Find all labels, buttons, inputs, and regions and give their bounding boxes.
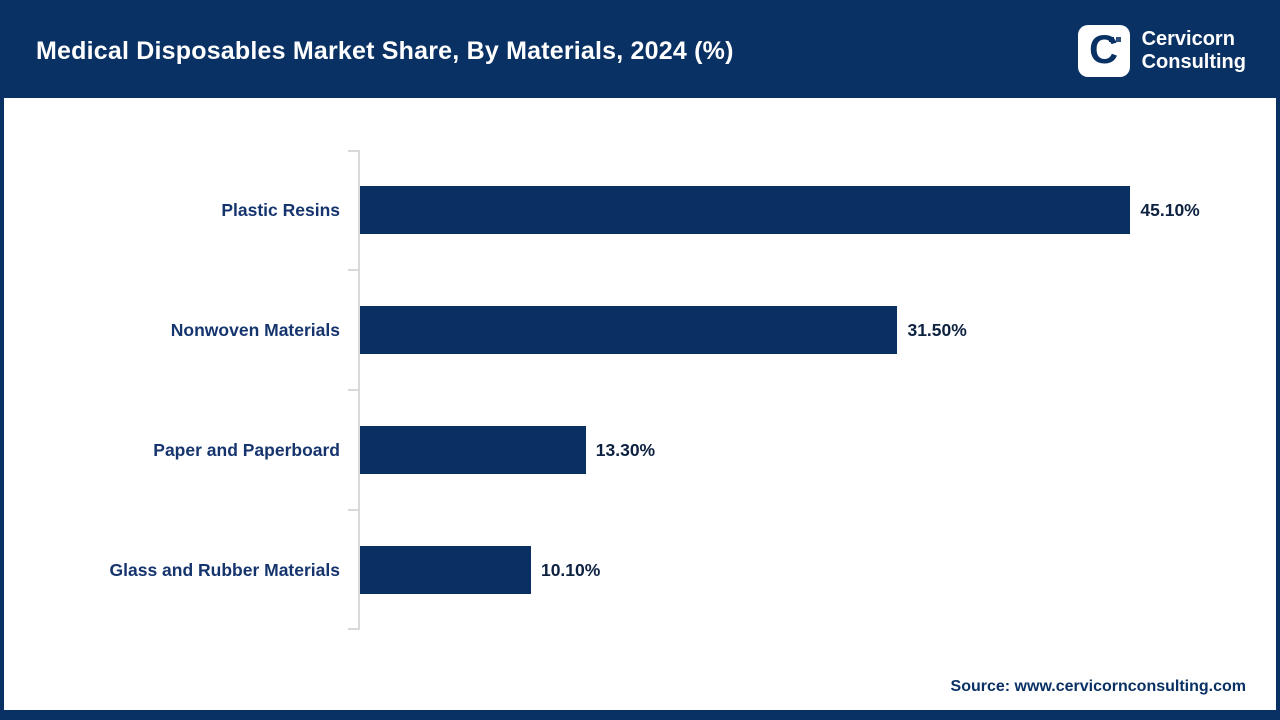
logo-letter: C	[1089, 28, 1118, 72]
bar	[358, 546, 531, 594]
bar-track: 10.10%	[358, 510, 1240, 630]
category-label: Paper and Paperboard	[153, 439, 340, 460]
bar	[358, 426, 586, 474]
brand-name: Cervicorn Consulting	[1142, 28, 1246, 74]
axis-tick	[348, 628, 358, 630]
brand-name-line1: Cervicorn	[1141, 28, 1235, 50]
category-label: Glass and Rubber Materials	[109, 559, 341, 580]
axis-tick	[348, 150, 358, 152]
bar-row: Paper and Paperboard 13.30%	[22, 390, 1240, 510]
chart-rows: Plastic Resins 45.10% Nonwoven Materials 31…	[22, 150, 1240, 630]
axis-tick	[348, 509, 358, 511]
category-label: Nonwoven Materials	[170, 319, 340, 340]
category-label: Plastic Resins	[221, 199, 340, 220]
source-text: Source: www.cervicornconsulting.com	[950, 678, 1246, 695]
value-label: 45.10%	[1140, 199, 1200, 220]
logo-pixels-icon	[1108, 37, 1121, 42]
bar-track: 13.30%	[358, 390, 1240, 510]
bar	[358, 186, 1131, 234]
value-label: 10.10%	[540, 559, 601, 580]
brand-name-line2: Consulting	[1141, 51, 1246, 73]
bar-row: Glass and Rubber Materials 10.10%	[22, 510, 1240, 630]
brand-logo: C Cervicorn Consulting	[1077, 25, 1246, 77]
bar	[358, 306, 898, 354]
value-label: 31.50%	[907, 319, 967, 340]
bar-track: 31.50%	[358, 270, 1240, 390]
bar-track: 45.10%	[358, 150, 1240, 270]
page-title: Medical Disposables Market Share, By Mat…	[36, 36, 734, 65]
bar-row: Plastic Resins 45.10%	[22, 150, 1240, 270]
bar-chart: Plastic Resins 45.10% Nonwoven Materials 31…	[4, 98, 1276, 710]
axis-tick	[348, 389, 358, 391]
value-label: 13.30%	[595, 439, 656, 460]
y-axis-line	[358, 150, 360, 630]
axis-tick	[348, 269, 358, 271]
brand-logo-icon: C	[1077, 25, 1130, 77]
header: Medical Disposables Market Share, By Mat…	[4, 4, 1276, 98]
bar-row: Nonwoven Materials 31.50%	[22, 270, 1240, 390]
